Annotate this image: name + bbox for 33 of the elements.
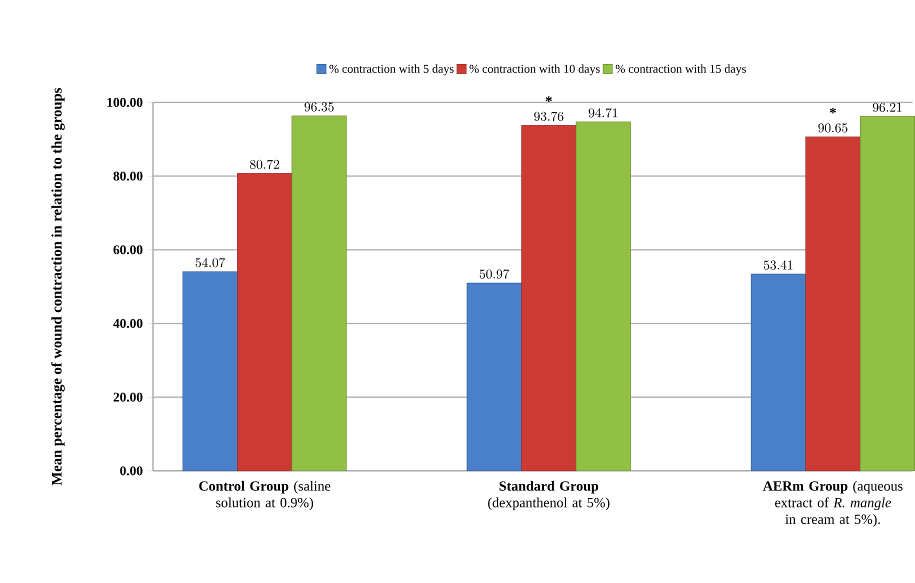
data-label: 80.72 xyxy=(250,160,280,170)
data-label: 90.65 xyxy=(818,124,848,133)
legend-label: % contraction with 15 days xyxy=(616,64,746,76)
bar xyxy=(182,272,238,472)
y-tick-label: 20.00 xyxy=(114,392,142,402)
legend-label: % contraction with 10 days xyxy=(470,64,600,76)
bar xyxy=(466,283,522,472)
x-tick-label: Standard Group (dexpanthenol at 5%) xyxy=(488,481,610,510)
y-tick-label: 100.00 xyxy=(107,98,142,108)
y-axis-title: Mean percentage of wound contraction in relation to the groups xyxy=(51,88,65,486)
x-tick-label: Control Group (saline solution at 0.9%) xyxy=(199,481,330,510)
data-label: 96.35 xyxy=(304,102,334,112)
data-label: 54.07 xyxy=(196,258,226,268)
data-label: 53.41 xyxy=(764,260,792,270)
bar xyxy=(750,274,806,472)
data-label: 50.97 xyxy=(480,270,510,279)
y-tick-label: 80.00 xyxy=(113,172,142,181)
legend-label: % contraction with 5 days xyxy=(329,64,454,76)
y-tick-label: 0.00 xyxy=(120,466,142,476)
annotation: * xyxy=(830,108,836,114)
y-tick-label: 40.00 xyxy=(113,319,142,328)
bar xyxy=(860,116,915,472)
bar xyxy=(576,122,631,472)
y-tick-label: 60.00 xyxy=(113,245,142,255)
annotation: * xyxy=(546,96,552,102)
category-label: AERm Group (aqueous extract of R. mangle in cream at 5%). xyxy=(762,481,903,527)
bar xyxy=(521,125,576,472)
bar xyxy=(237,173,292,472)
data-label: 93.76 xyxy=(534,112,564,122)
data-label: 94.71 xyxy=(588,108,618,118)
bar xyxy=(292,116,347,472)
data-label: 96.21 xyxy=(872,103,902,112)
bar xyxy=(805,136,860,472)
